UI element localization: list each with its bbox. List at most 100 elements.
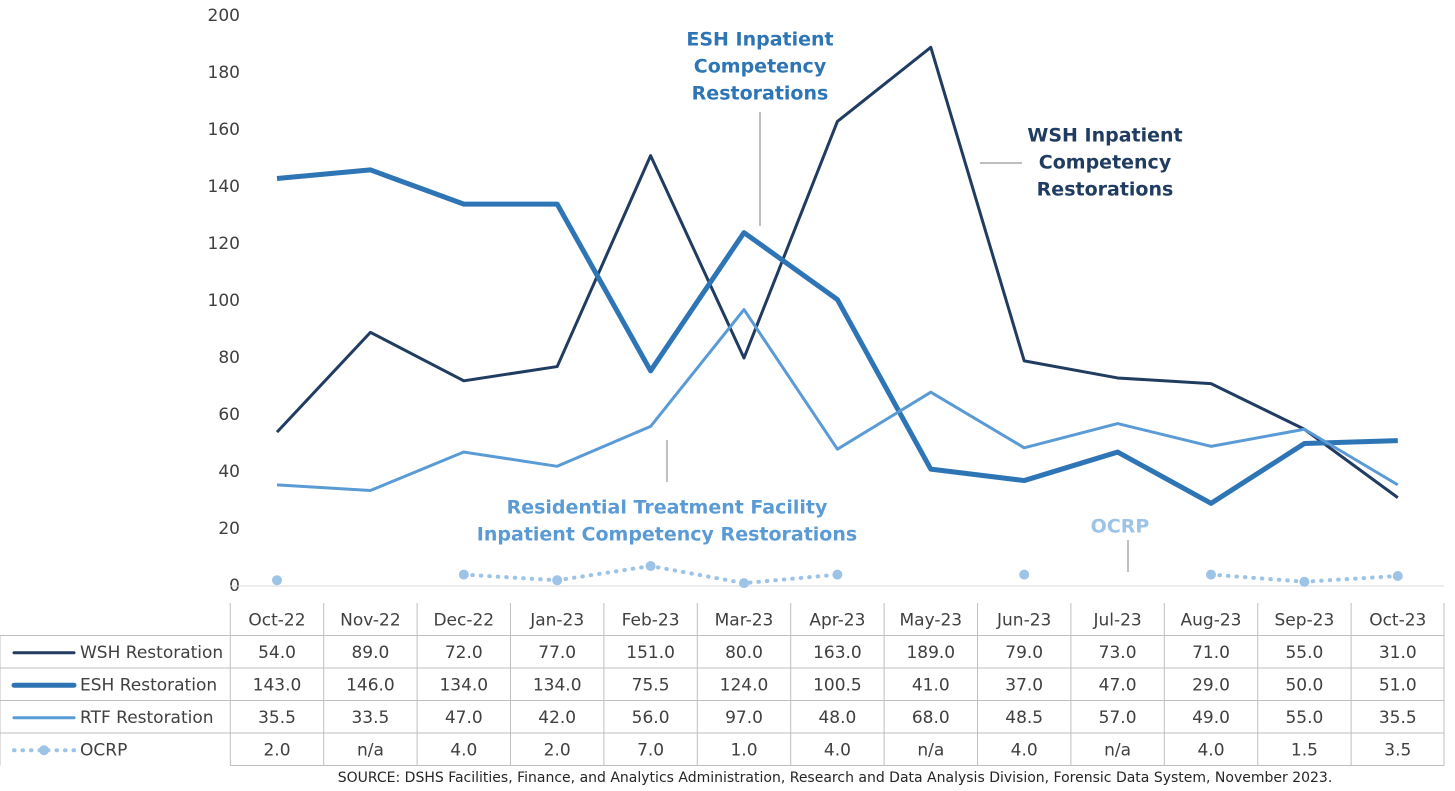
table-cell: 29.0 <box>1192 675 1230 695</box>
series-line <box>276 167 1398 506</box>
legend-label: WSH Restoration <box>80 643 223 663</box>
point-marker <box>458 569 469 580</box>
table-cell: 55.0 <box>1285 708 1323 728</box>
legend-label: RTF Restoration <box>80 708 214 728</box>
x-tick-label: Feb-23 <box>622 610 680 630</box>
table-cell: 143.0 <box>253 675 302 695</box>
x-tick-label: Nov-22 <box>340 610 401 630</box>
table-cell: 72.0 <box>445 643 483 663</box>
annotation: Residential Treatment Facility <box>507 497 828 519</box>
table-cell: 3.5 <box>1384 740 1411 760</box>
table-cell: 35.5 <box>1379 708 1417 728</box>
annotation: Competency <box>694 56 827 78</box>
y-tick-label: 140 <box>208 177 240 197</box>
table-cell: n/a <box>917 740 944 760</box>
table-cell: n/a <box>357 740 384 760</box>
table-cell: 31.0 <box>1379 643 1417 663</box>
point-marker <box>645 561 656 572</box>
point-marker <box>1392 571 1403 582</box>
table-cell: 57.0 <box>1099 708 1137 728</box>
point-marker <box>552 575 563 586</box>
y-tick-label: 60 <box>218 405 240 425</box>
y-tick-label: 80 <box>218 348 240 368</box>
table-cell: 2.0 <box>544 740 571 760</box>
y-tick-label: 20 <box>218 519 240 539</box>
series-line <box>276 308 1399 493</box>
table-cell: 124.0 <box>720 675 769 695</box>
y-tick-label: 40 <box>218 462 240 482</box>
table-cell: 79.0 <box>1005 643 1043 663</box>
legend-label: ESH Restoration <box>80 675 217 695</box>
table-cell: 151.0 <box>626 643 675 663</box>
x-tick-label: Dec-22 <box>433 610 494 630</box>
point-marker <box>1299 576 1310 587</box>
table-cell: 48.5 <box>1005 708 1043 728</box>
table-cell: 35.5 <box>258 708 296 728</box>
y-tick-label: 180 <box>208 63 240 83</box>
table-cell: 71.0 <box>1192 643 1230 663</box>
table-cell: 4.0 <box>450 740 477 760</box>
table-cell: 49.0 <box>1192 708 1230 728</box>
table-cell: 7.0 <box>637 740 664 760</box>
table-cell: 1.5 <box>1291 740 1318 760</box>
y-tick-label: 200 <box>208 6 240 26</box>
x-tick-label: Jun-23 <box>996 610 1051 630</box>
x-tick-label: Apr-23 <box>809 610 865 630</box>
y-tick-label: 100 <box>208 291 240 311</box>
table-cell: 73.0 <box>1099 643 1137 663</box>
x-tick-label: Aug-23 <box>1181 610 1242 630</box>
table-cell: 97.0 <box>725 708 763 728</box>
point-marker <box>739 578 749 589</box>
table-cell: n/a <box>1104 740 1131 760</box>
table-cell: 4.0 <box>1197 740 1224 760</box>
table-cell: 4.0 <box>824 740 851 760</box>
annotation: Restorations <box>1037 179 1174 201</box>
annotation: OCRP <box>1091 516 1150 538</box>
table-cell: 47.0 <box>1099 675 1137 695</box>
table-cell: 1.0 <box>730 740 757 760</box>
table-cell: 189.0 <box>906 643 955 663</box>
x-tick-label: Mar-23 <box>715 610 774 630</box>
table-cell: 54.0 <box>258 643 296 663</box>
table-cell: 146.0 <box>346 675 395 695</box>
table-cell: 33.5 <box>351 708 389 728</box>
point-marker <box>832 569 843 580</box>
y-tick-label: 120 <box>208 234 240 254</box>
x-tick-label: Oct-22 <box>248 610 305 630</box>
x-tick-label: Jan-23 <box>529 610 584 630</box>
table-cell: 48.0 <box>818 708 856 728</box>
series-line <box>275 45 1399 499</box>
table-cell: 47.0 <box>445 708 483 728</box>
annotation: ESH Inpatient <box>686 29 833 51</box>
table-cell: 75.5 <box>632 675 670 695</box>
table-cell: 80.0 <box>725 643 763 663</box>
table-cell: 50.0 <box>1285 675 1323 695</box>
annotation: Restorations <box>692 83 829 105</box>
table-cell: 163.0 <box>813 643 862 663</box>
annotation: Inpatient Competency Restorations <box>477 524 857 546</box>
table-cell: 100.5 <box>813 675 862 695</box>
table-cell: 42.0 <box>538 708 576 728</box>
table-cell: 134.0 <box>439 675 488 695</box>
table-cell: 51.0 <box>1379 675 1417 695</box>
point-marker <box>1019 569 1030 580</box>
annotation: Competency <box>1039 152 1172 174</box>
table-cell: 37.0 <box>1005 675 1043 695</box>
table-cell: 134.0 <box>533 675 582 695</box>
x-tick-label: Sep-23 <box>1274 610 1334 630</box>
point-marker <box>1206 569 1216 580</box>
y-tick-label: 160 <box>208 120 240 140</box>
table-cell: 4.0 <box>1011 740 1038 760</box>
table-cell: 68.0 <box>912 708 950 728</box>
table-cell: 77.0 <box>538 643 576 663</box>
x-tick-label: Jul-23 <box>1092 610 1141 630</box>
source-note: SOURCE: DSHS Facilities, Finance, and An… <box>338 770 1333 786</box>
x-tick-label: Oct-23 <box>1369 610 1426 630</box>
table-cell: 41.0 <box>912 675 950 695</box>
annotation: WSH Inpatient <box>1027 125 1182 147</box>
legend-marker <box>39 745 49 756</box>
table-cell: 89.0 <box>351 643 389 663</box>
point-marker <box>272 575 282 586</box>
x-tick-label: May-23 <box>899 610 962 630</box>
